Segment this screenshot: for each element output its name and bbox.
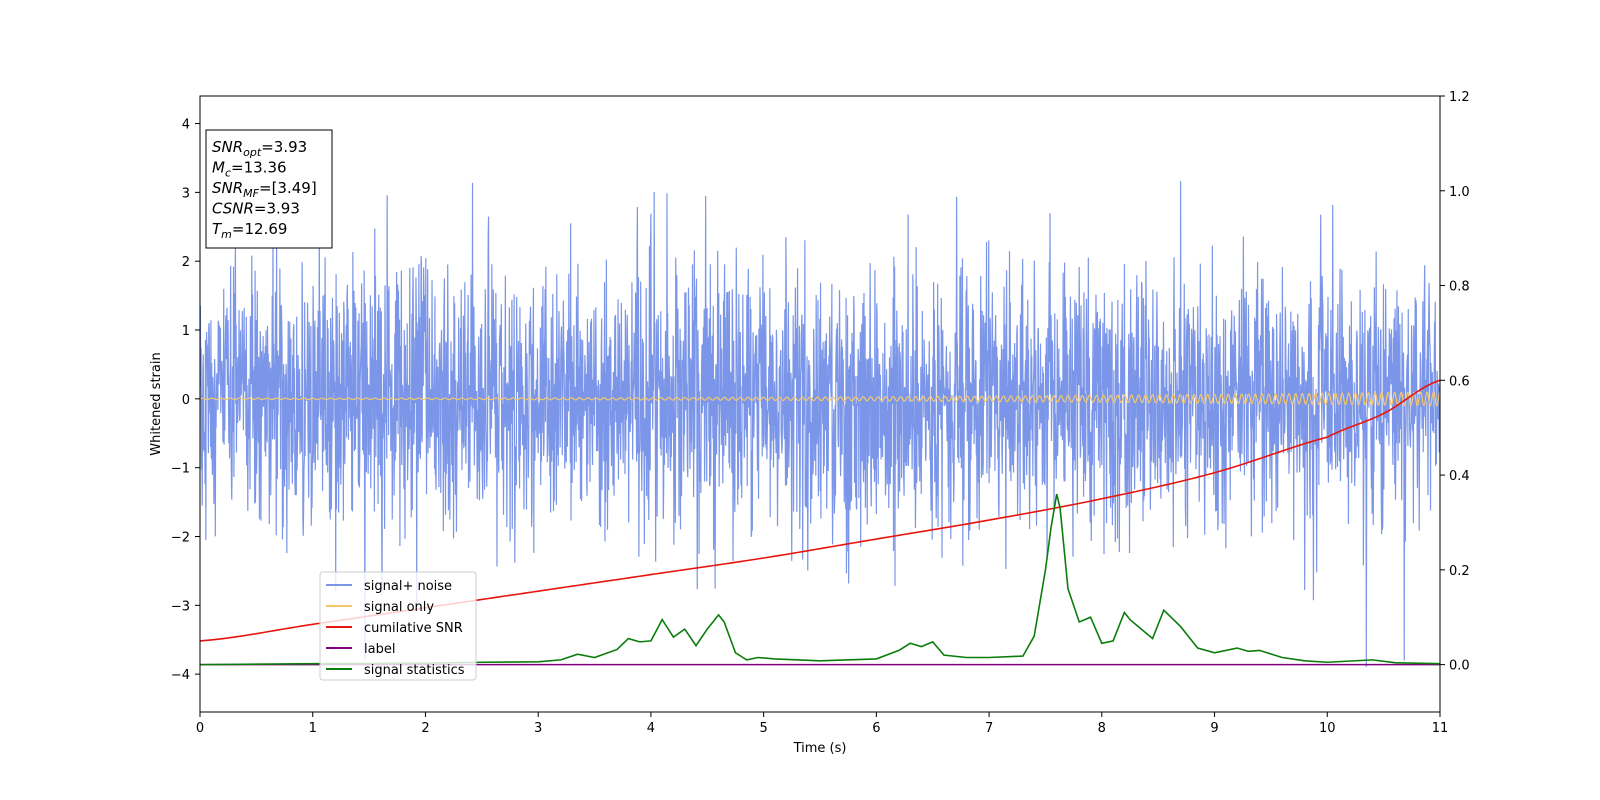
x-axis-label: Time (s): [793, 741, 847, 756]
y-tick-label: −3: [171, 599, 190, 614]
annotation-subscript: m: [221, 228, 232, 241]
legend-label: cumilative SNR: [364, 621, 463, 636]
y2-tick-label: 0.6: [1449, 374, 1470, 389]
x-tick-label: 9: [1210, 721, 1218, 736]
x-axis: 0 1 2 3 4 5 6 7 8 9 10 11: [196, 712, 1448, 736]
annotation-symbol: SNR: [212, 138, 243, 156]
series-line-signal-noise: [200, 181, 1440, 667]
y2-tick-label: 0.4: [1449, 469, 1470, 484]
x-tick-label: 2: [421, 721, 429, 736]
annotation-line: SNRMF=[3.49]: [212, 179, 317, 200]
annotation-symbol: SNR: [212, 179, 243, 197]
y-tick-label: 2: [182, 255, 190, 270]
x-tick-label: 8: [1098, 721, 1106, 736]
annotation-value: =3.93: [261, 138, 307, 156]
x-tick-label: 3: [534, 721, 542, 736]
x-tick-label: 4: [647, 721, 655, 736]
y-axis-right: 0.0 0.2 0.4 0.6 0.8 1.0 1.2: [1440, 90, 1470, 674]
y-tick-label: 1: [182, 324, 190, 339]
legend-label: signal statistics: [364, 663, 465, 678]
x-tick-label: 7: [985, 721, 993, 736]
annotation-value: =12.69: [232, 220, 288, 238]
annotation-line: Tm=12.69: [212, 220, 287, 241]
y-axis-label: Whitened strain: [149, 352, 164, 455]
annotation-subscript: c: [225, 167, 231, 180]
y2-tick-label: 0.8: [1449, 280, 1470, 295]
annotation-value: =[3.49]: [259, 179, 317, 197]
annotation-value: =3.93: [254, 200, 300, 218]
annotation-line: Mc=13.36: [212, 159, 287, 180]
annotation-line: SNRopt=3.93: [212, 138, 307, 159]
annotation-value: =13.36: [231, 159, 287, 177]
y2-tick-label: 1.2: [1449, 90, 1470, 105]
annotation-box: SNRopt=3.93Mc=13.36SNRMF=[3.49]CSNR=3.93…: [205, 129, 333, 249]
y2-tick-label: 1.0: [1449, 185, 1470, 200]
y-axis-left: −4 −3 −2 −1 0 1 2 3 4: [171, 118, 200, 683]
legend: signal+ noise signal only cumilative SNR la…: [319, 571, 477, 681]
x-tick-label: 11: [1432, 721, 1449, 736]
x-tick-label: 5: [759, 721, 767, 736]
annotation-symbol: M: [212, 159, 225, 177]
axes-frame: [199, 95, 1441, 713]
x-tick-label: 6: [872, 721, 880, 736]
y-tick-label: −4: [171, 668, 190, 683]
legend-frame: [319, 571, 477, 681]
series-line-signal-statistics: [200, 493, 1440, 666]
annotation-symbol: T: [212, 220, 223, 238]
legend-label: signal only: [364, 600, 434, 615]
y-tick-label: −2: [171, 530, 190, 545]
annotation-symbol: CSNR: [212, 200, 254, 218]
y2-tick-label: 0.0: [1449, 659, 1470, 674]
x-tick-label: 10: [1319, 721, 1336, 736]
y-tick-label: −1: [171, 462, 190, 477]
legend-label: signal+ noise: [364, 579, 452, 594]
y2-tick-label: 0.2: [1449, 564, 1470, 579]
series-line-signal-only: [200, 391, 1440, 407]
legend-label: label: [364, 642, 395, 657]
x-tick-label: 1: [309, 721, 317, 736]
y-tick-label: 3: [182, 186, 190, 201]
annotation-subscript: MF: [243, 187, 259, 200]
annotation-frame: [205, 129, 333, 249]
annotation-line: CSNR=3.93: [212, 200, 300, 218]
y-tick-label: 0: [182, 393, 190, 408]
y-tick-label: 4: [182, 118, 190, 133]
annotation-subscript: opt: [243, 146, 262, 159]
x-tick-label: 0: [196, 721, 204, 736]
